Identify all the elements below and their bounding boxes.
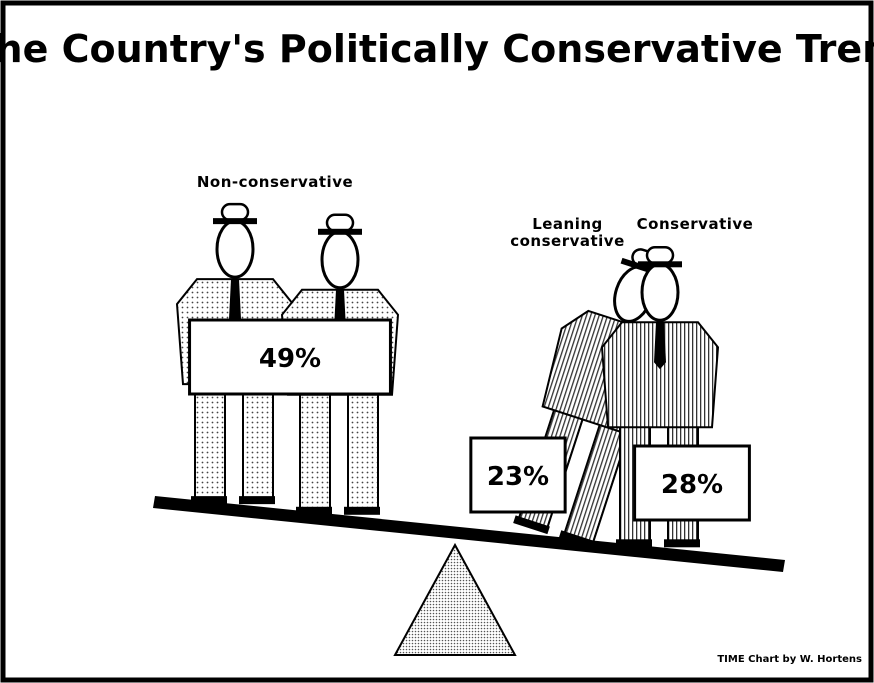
shoe <box>239 496 275 504</box>
hat <box>647 247 673 263</box>
value-label: 28% <box>661 470 723 500</box>
hat-brim <box>318 229 362 235</box>
leg <box>348 385 378 510</box>
hat-brim <box>213 218 257 224</box>
fulcrum <box>395 545 515 655</box>
head <box>642 264 678 320</box>
credit: TIME Chart by W. Hortens <box>717 654 862 665</box>
infographic: The Country's Politically Conservative T… <box>0 0 874 683</box>
shoe <box>344 507 380 515</box>
shoe <box>664 539 700 547</box>
head <box>217 221 253 277</box>
value-label: 49% <box>259 344 321 374</box>
category-label: Conservative <box>625 216 765 233</box>
chart: The Country's Politically Conservative T… <box>0 0 874 683</box>
tie <box>654 322 666 369</box>
value-label: 23% <box>487 462 549 492</box>
hat <box>327 215 353 231</box>
leg <box>300 385 330 510</box>
head <box>322 232 358 288</box>
hat-brim <box>638 261 682 267</box>
category-label: Non-conservative <box>175 174 375 191</box>
category-label: Leaning conservative <box>505 216 630 250</box>
chart-title: The Country's Politically Conservative T… <box>0 27 874 71</box>
hat <box>222 204 248 220</box>
